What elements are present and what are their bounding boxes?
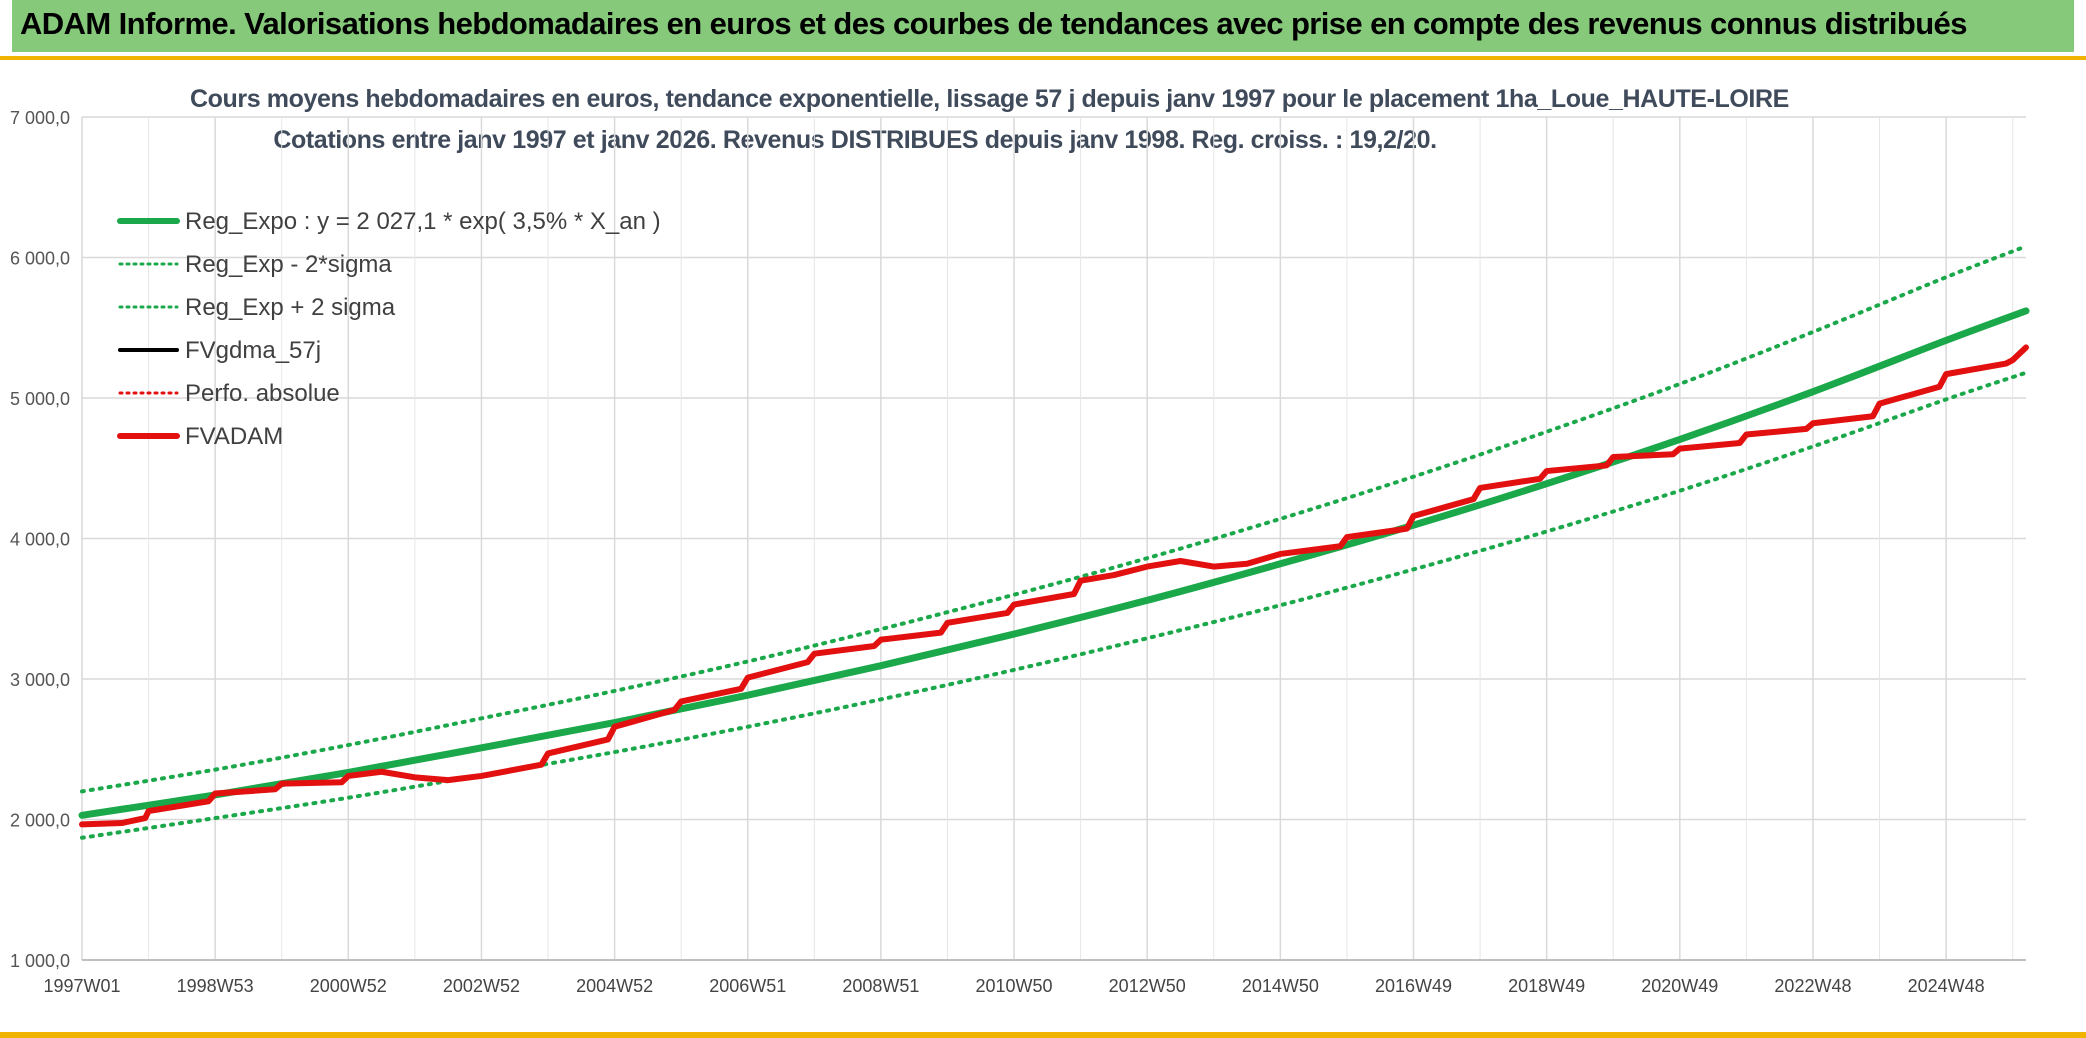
legend-label: Perfo. absolue [185,380,340,407]
x-tick-label: 2010W50 [976,976,1053,996]
series-line-fvadam [79,344,2029,828]
x-tick-label: 2014W50 [1242,976,1319,996]
legend-label: FVADAM [185,423,283,450]
chart-title-line-2: Cotations entre janv 1997 et janv 2026. … [273,126,1437,154]
x-tick-label: 2000W52 [310,976,387,996]
y-tick-label: 5 000,0 [10,389,70,409]
y-tick-label: 2 000,0 [10,811,70,831]
x-tick-label: 2016W49 [1375,976,1452,996]
y-tick-label: 4 000,0 [10,530,70,550]
series-line-reg-exp-2-sigma [80,370,2028,840]
y-tick-label: 7 000,0 [10,108,70,128]
legend-label: Reg_Exp + 2 sigma [185,294,396,321]
legend-label: Reg_Expo : y = 2 027,1 * exp( 3,5% * X_a… [185,208,661,235]
x-tick-label: 1997W01 [43,976,120,996]
x-tick-label: 2022W48 [1774,976,1851,996]
report-banner: ADAM Informe. Valorisations hebdomadaire… [0,0,2086,60]
report-title: ADAM Informe. Valorisations hebdomadaire… [20,6,1967,41]
x-tick-label: 2002W52 [443,976,520,996]
chart-area: Cours moyens hebdomadaires en euros, ten… [0,60,2086,1038]
x-tick-label: 2020W49 [1641,976,1718,996]
y-tick-label: 3 000,0 [10,670,70,690]
line-chart: 1 000,0 2 000,0 3 000,0 4 000,0 5 000,0 6 000… [10,108,2030,996]
y-tick-label: 1 000,0 [10,951,70,971]
x-tick-label: 2012W50 [1109,976,1186,996]
legend-label: FVgdma_57j [185,337,321,364]
x-tick-label: 2024W48 [1908,976,1985,996]
x-tick-label: 2006W51 [709,976,786,996]
bottom-accent-strip [0,1032,2086,1038]
series-line-reg-exp-2-sigma [80,244,2028,794]
series-line-reg-expo [78,307,2030,819]
legend-label: Reg_Exp - 2*sigma [185,251,392,278]
x-tick-label: 2008W51 [842,976,919,996]
y-tick-label: 6 000,0 [10,249,70,269]
banner-background [12,0,2074,52]
x-tick-label: 2018W49 [1508,976,1585,996]
x-tick-label: 1998W53 [177,976,254,996]
x-tick-label: 2004W52 [576,976,653,996]
